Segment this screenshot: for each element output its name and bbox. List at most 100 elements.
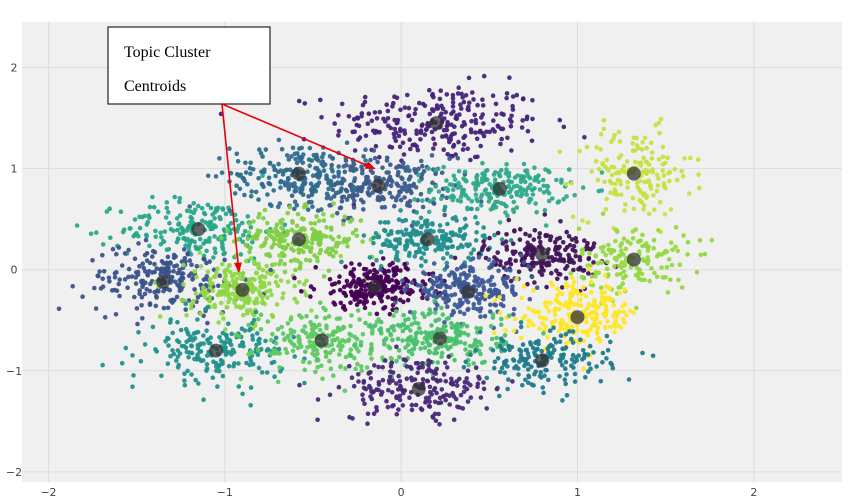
data-point [459,187,465,193]
data-point [313,324,319,330]
data-point [302,324,308,329]
data-point [401,299,406,305]
data-point [220,207,226,212]
data-point [303,330,309,336]
data-point [204,362,210,367]
data-point [271,241,277,247]
data-point [362,298,368,304]
data-point [395,183,401,188]
data-point [408,337,413,343]
data-point [425,290,430,295]
data-point [368,168,374,173]
data-point [681,233,686,238]
data-point [499,167,504,173]
data-point [621,269,627,274]
data-point [282,261,287,267]
data-point [308,249,314,254]
data-point [555,286,560,292]
data-point [504,162,509,167]
data-point [461,99,467,105]
centroid-marker [291,232,306,247]
data-point [282,336,288,341]
data-point [265,192,270,197]
data-point [605,319,610,324]
data-point [536,173,541,178]
data-point [362,305,368,311]
data-point [582,352,587,357]
data-point [481,386,487,392]
data-point [539,375,544,380]
data-point [596,188,602,194]
data-point [546,308,552,314]
data-point [435,360,441,365]
data-point [418,137,423,142]
data-point [444,284,450,290]
data-point [253,189,259,195]
data-point [504,167,509,172]
data-point [405,238,410,243]
data-point [615,169,621,175]
data-point [382,279,387,284]
data-point [612,264,617,269]
data-point [444,392,449,398]
data-point [660,154,666,160]
data-point [419,407,425,413]
data-point [442,207,447,213]
centroid-marker [420,232,435,247]
data-point [338,300,344,306]
data-point [486,199,492,204]
data-point [449,182,455,188]
data-point [267,232,272,238]
data-point [481,287,487,293]
data-point [639,271,645,277]
data-point [618,243,623,249]
data-point [538,239,543,245]
data-point [351,274,356,279]
data-point [448,238,453,244]
data-point [588,327,593,332]
data-point [341,164,347,169]
data-point [179,297,184,303]
data-point [118,209,124,214]
data-point [369,118,375,124]
data-point [501,112,506,117]
data-point [554,236,560,242]
data-point [526,264,531,269]
data-point [379,331,384,336]
data-point [226,280,231,286]
data-point [184,349,190,355]
data-point [602,179,607,185]
data-point [612,329,617,335]
data-point [321,168,327,173]
data-point [293,267,298,273]
data-point [625,180,630,185]
data-point [365,121,371,126]
data-point [604,266,610,272]
data-point [381,196,386,201]
data-point [454,278,459,284]
data-point [201,285,206,291]
data-point [518,335,524,341]
data-point [367,311,373,317]
data-point [224,304,230,310]
data-point [254,271,260,276]
data-point [254,331,260,336]
data-point [427,349,432,355]
data-point [385,220,391,225]
data-point [212,274,217,280]
data-point [245,214,251,219]
data-point [402,181,408,186]
data-point [644,195,649,200]
data-point [256,365,262,371]
data-point [507,257,513,262]
data-point [486,257,492,263]
data-point [466,362,472,368]
data-point [365,421,370,427]
data-point [276,242,281,247]
data-point [407,291,413,297]
data-point [396,217,402,222]
data-point [238,305,244,311]
data-point [442,212,448,218]
data-point [488,309,493,314]
data-point [112,287,117,293]
